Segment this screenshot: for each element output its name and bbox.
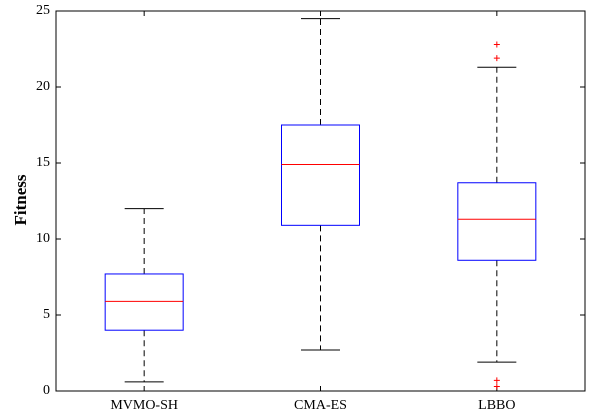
x-tick-label: CMA-ES [294, 398, 347, 413]
x-tick-label: MVMO-SH [110, 398, 178, 413]
y-tick-label: 0 [43, 383, 50, 398]
y-tick-label: 10 [36, 231, 50, 246]
outlier [493, 41, 500, 48]
y-tick-label: 15 [36, 155, 50, 170]
outlier [493, 377, 500, 384]
outlier [493, 383, 500, 390]
box [281, 124, 360, 226]
box [457, 182, 537, 261]
outlier [493, 55, 500, 62]
box [104, 273, 184, 331]
y-tick-label: 5 [43, 307, 50, 322]
y-tick-label: 25 [36, 3, 50, 18]
y-axis-label: Fitness [11, 174, 30, 225]
x-tick-label: LBBO [478, 398, 515, 413]
plot-frame [55, 10, 586, 392]
y-tick-label: 20 [36, 79, 50, 94]
